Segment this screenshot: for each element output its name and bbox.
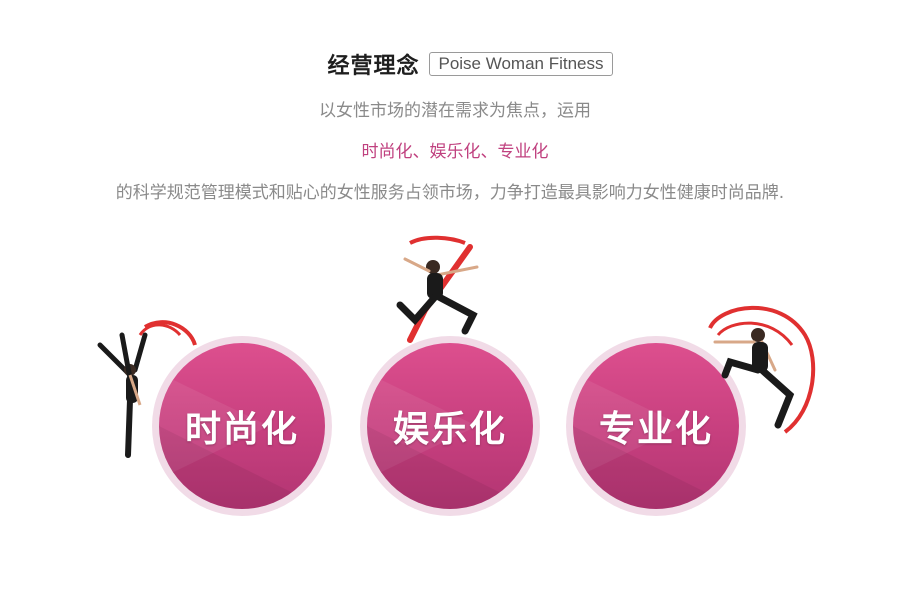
- chevron-decoration: [159, 373, 325, 509]
- chevron-decoration: [573, 373, 739, 509]
- header: 经营理念 Poise Woman Fitness: [0, 48, 900, 80]
- dancer-image-center: [396, 235, 479, 343]
- circle-fashion: 时尚化: [152, 336, 332, 516]
- brand-subtitle: Poise Woman Fitness: [429, 52, 613, 76]
- circle-professional: 专业化: [566, 336, 746, 516]
- title-row: 经营理念 Poise Woman Fitness: [40, 48, 900, 80]
- page-title: 经营理念: [327, 54, 420, 79]
- intro-line-2-highlight: 时尚化、娱乐化、专业化: [361, 142, 549, 162]
- dancer-image-left: [97, 320, 197, 458]
- circle-label-entertainment: 娱乐化: [392, 409, 507, 450]
- dancer-image-right: [708, 305, 816, 434]
- intro-line-1: 以女性市场的潜在需求为焦点，运用: [319, 101, 591, 121]
- circle-label-professional: 专业化: [598, 409, 713, 450]
- chevron-decoration: [367, 373, 533, 509]
- intro-line-3: 的科学规范管理模式和贴心的女性服务占领市场，力争打造最具影响力女性健康时尚品牌.: [115, 183, 785, 203]
- circle-label-fashion: 时尚化: [184, 409, 299, 450]
- circle-entertainment: 娱乐化: [360, 336, 540, 516]
